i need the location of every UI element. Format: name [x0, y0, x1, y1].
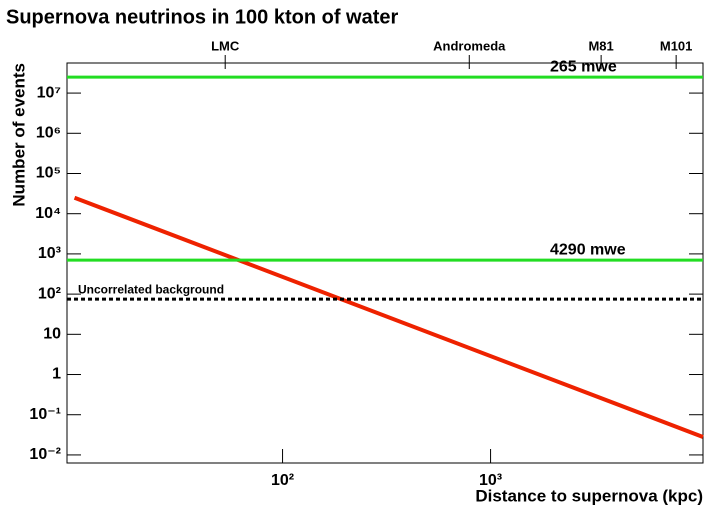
series-line — [73, 195, 704, 439]
y-tick-label: 10⁻¹ — [29, 406, 61, 423]
series-label: 265 mwe — [550, 58, 617, 75]
y-tick-label: 10³ — [38, 245, 61, 262]
x-tick-label: 10³ — [479, 472, 502, 489]
y-tick-label: 10⁴ — [35, 205, 61, 222]
y-tick-label: 10⁶ — [36, 125, 61, 142]
x-axis-label: Distance to supernova (kpc) — [475, 486, 703, 505]
plot-frame — [66, 62, 704, 464]
y-tick-label: 10⁷ — [37, 84, 61, 101]
top-axis-label: M81 — [588, 38, 613, 53]
series-label: Uncorrelated background — [78, 282, 224, 296]
top-axis-label: M101 — [660, 38, 693, 53]
top-axis-label: LMC — [211, 38, 240, 53]
y-axis-label: Number of events — [9, 63, 28, 207]
top-axis-label: Andromeda — [433, 38, 506, 53]
x-tick-label: 10² — [271, 472, 294, 489]
series-label: 4290 mwe — [550, 241, 626, 258]
y-tick-label: 1 — [52, 366, 61, 383]
y-tick-label: 10⁵ — [36, 165, 61, 182]
y-tick-label: 10² — [38, 285, 61, 302]
chart-title: Supernova neutrinos in 100 kton of water — [6, 6, 399, 28]
y-tick-label: 10 — [43, 326, 61, 343]
y-tick-label: 10⁻² — [29, 446, 61, 463]
